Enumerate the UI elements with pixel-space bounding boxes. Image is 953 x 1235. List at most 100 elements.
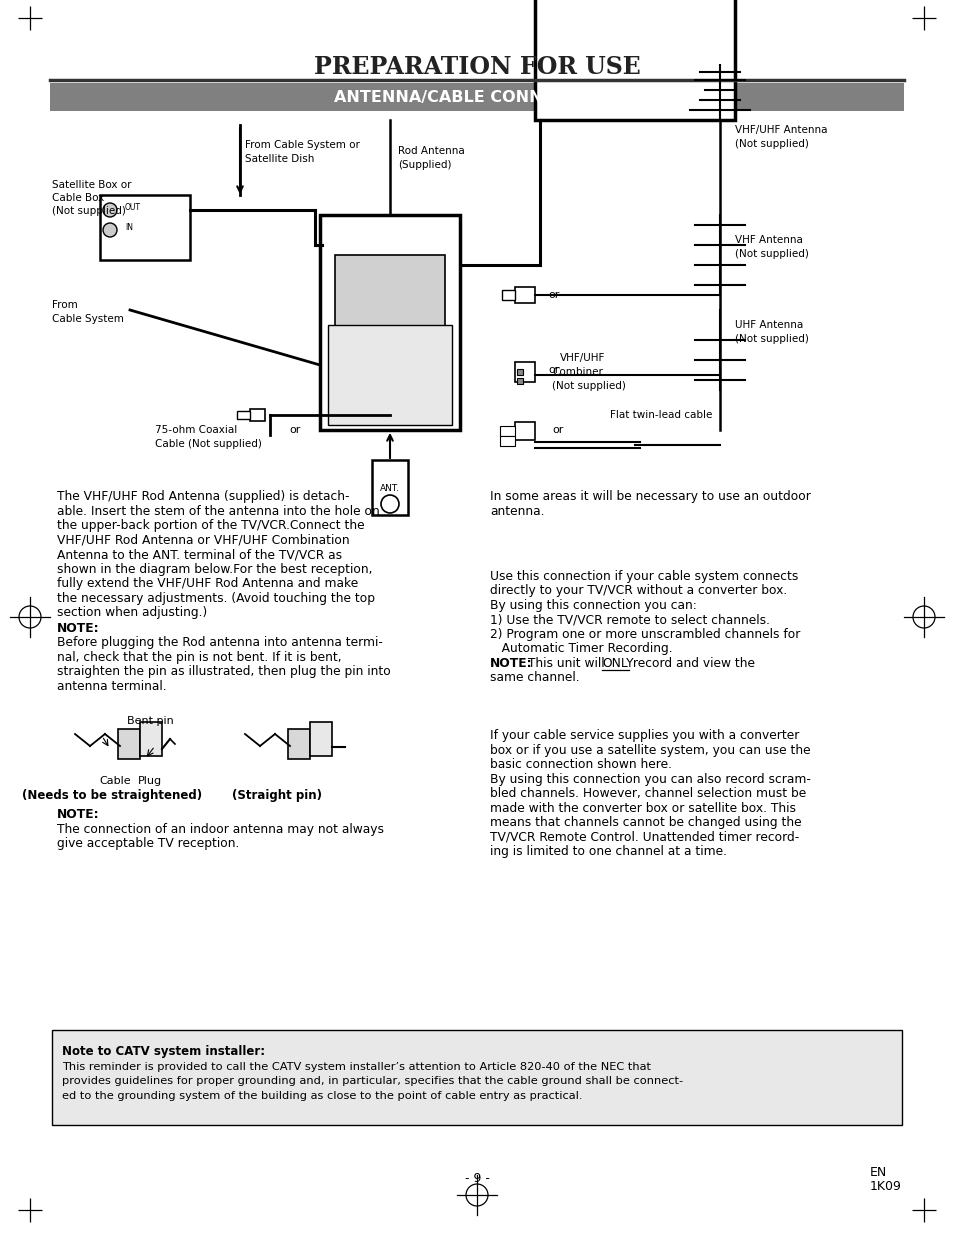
Text: - 9 -: - 9 -: [464, 1172, 489, 1184]
Text: Satellite Dish: Satellite Dish: [245, 154, 314, 164]
Text: same channel.: same channel.: [490, 672, 579, 684]
Text: 1) Use the TV/VCR remote to select channels.: 1) Use the TV/VCR remote to select chann…: [490, 614, 769, 626]
Bar: [515, 362, 535, 382]
Text: ONLY: ONLY: [601, 657, 633, 669]
Text: NOTE:: NOTE:: [57, 621, 99, 635]
Bar: [310, 722, 332, 756]
Text: By using this connection you can:: By using this connection you can:: [490, 599, 696, 611]
Text: UHF Antenna: UHF Antenna: [734, 320, 802, 330]
Text: (Not supplied): (Not supplied): [52, 206, 126, 216]
Circle shape: [103, 203, 117, 217]
Text: (Not supplied): (Not supplied): [734, 249, 808, 259]
Text: Cable System: Cable System: [52, 314, 124, 324]
Text: 2) Program one or more unscrambled channels for: 2) Program one or more unscrambled chann…: [490, 627, 800, 641]
Bar: [499, 436, 515, 446]
Bar: [100, 195, 190, 261]
Text: Satellite Box or: Satellite Box or: [52, 180, 132, 190]
Text: antenna terminal.: antenna terminal.: [57, 679, 167, 693]
Text: 1K09: 1K09: [869, 1179, 901, 1193]
Text: PREPARATION FOR USE: PREPARATION FOR USE: [314, 56, 639, 79]
Text: 75-ohm Coaxial: 75-ohm Coaxial: [154, 425, 237, 435]
Bar: [501, 290, 515, 300]
Bar: [236, 411, 250, 419]
Text: straighten the pin as illustrated, then plug the pin into: straighten the pin as illustrated, then …: [57, 664, 391, 678]
Text: ANT.: ANT.: [379, 483, 399, 493]
Bar: [288, 729, 310, 760]
Bar: [535, 0, 734, 120]
Text: fully extend the VHF/UHF Rod Antenna and make: fully extend the VHF/UHF Rod Antenna and…: [57, 577, 358, 590]
Bar: [52, 1030, 901, 1125]
Text: (Straight pin): (Straight pin): [232, 789, 322, 802]
Circle shape: [103, 224, 117, 237]
Bar: [250, 409, 265, 421]
Text: (Not supplied): (Not supplied): [734, 333, 808, 345]
Text: The connection of an indoor antenna may not always: The connection of an indoor antenna may …: [57, 823, 384, 836]
Bar: [50, 83, 903, 111]
Text: This unit will: This unit will: [523, 657, 608, 669]
Text: Antenna to the ANT. terminal of the TV/VCR as: Antenna to the ANT. terminal of the TV/V…: [57, 548, 342, 561]
Bar: [328, 325, 452, 425]
Text: ANTENNA/CABLE CONNECTIONS: ANTENNA/CABLE CONNECTIONS: [334, 89, 619, 105]
Text: record and view the: record and view the: [628, 657, 754, 669]
Text: ed to the grounding system of the building as close to the point of cable entry : ed to the grounding system of the buildi…: [62, 1091, 582, 1100]
Text: section when adjusting.): section when adjusting.): [57, 606, 207, 619]
Text: Plug: Plug: [138, 776, 162, 785]
Text: the necessary adjustments. (Avoid touching the top: the necessary adjustments. (Avoid touchi…: [57, 592, 375, 604]
Text: VHF/UHF Rod Antenna or VHF/UHF Combination: VHF/UHF Rod Antenna or VHF/UHF Combinati…: [57, 534, 349, 547]
Text: Use this connection if your cable system connects: Use this connection if your cable system…: [490, 569, 798, 583]
Bar: [517, 378, 522, 384]
Text: EN: EN: [869, 1166, 886, 1178]
Text: From Cable System or: From Cable System or: [245, 140, 359, 149]
Text: basic connection shown here.: basic connection shown here.: [490, 758, 671, 771]
Text: (Not supplied): (Not supplied): [734, 140, 808, 149]
Text: In some areas it will be necessary to use an outdoor: In some areas it will be necessary to us…: [490, 490, 810, 503]
Text: or: or: [552, 425, 563, 435]
Text: The VHF/UHF Rod Antenna (supplied) is detach-: The VHF/UHF Rod Antenna (supplied) is de…: [57, 490, 349, 503]
Text: give acceptable TV reception.: give acceptable TV reception.: [57, 837, 239, 851]
Bar: [515, 422, 535, 440]
Text: directly to your TV/VCR without a converter box.: directly to your TV/VCR without a conver…: [490, 584, 786, 598]
Text: or: or: [547, 366, 558, 375]
Text: Rod Antenna: Rod Antenna: [397, 146, 464, 156]
Text: Cable (Not supplied): Cable (Not supplied): [154, 438, 262, 450]
Text: able. Insert the stem of the antenna into the hole on: able. Insert the stem of the antenna int…: [57, 505, 379, 517]
Text: Cable Box: Cable Box: [52, 193, 104, 203]
Text: bled channels. However, channel selection must be: bled channels. However, channel selectio…: [490, 787, 805, 800]
Text: VHF/UHF Antenna: VHF/UHF Antenna: [734, 125, 826, 135]
Bar: [515, 287, 535, 303]
Text: IN: IN: [125, 222, 132, 231]
Text: nal, check that the pin is not bent. If it is bent,: nal, check that the pin is not bent. If …: [57, 651, 341, 663]
Text: VHF/UHF: VHF/UHF: [559, 353, 605, 363]
Text: NOTE:: NOTE:: [490, 657, 532, 669]
Bar: [372, 459, 408, 515]
Text: provides guidelines for proper grounding and, in particular, specifies that the : provides guidelines for proper grounding…: [62, 1077, 682, 1087]
Text: or: or: [547, 290, 558, 300]
Text: shown in the diagram below.For the best reception,: shown in the diagram below.For the best …: [57, 562, 372, 576]
Text: If your cable service supplies you with a converter: If your cable service supplies you with …: [490, 729, 799, 742]
Text: TV/VCR Remote Control. Unattended timer record-: TV/VCR Remote Control. Unattended timer …: [490, 831, 799, 844]
Text: Note to CATV system installer:: Note to CATV system installer:: [62, 1045, 265, 1058]
Text: NOTE:: NOTE:: [57, 809, 99, 821]
Text: (Needs to be straightened): (Needs to be straightened): [22, 789, 202, 802]
Bar: [319, 215, 459, 430]
Text: box or if you use a satellite system, you can use the: box or if you use a satellite system, yo…: [490, 743, 810, 757]
Bar: [335, 254, 444, 345]
Text: This reminder is provided to call the CATV system installer’s attention to Artic: This reminder is provided to call the CA…: [62, 1062, 650, 1072]
Text: Combiner: Combiner: [552, 367, 602, 377]
Bar: [499, 426, 515, 436]
Text: (Not supplied): (Not supplied): [552, 382, 625, 391]
Text: By using this connection you can also record scram-: By using this connection you can also re…: [490, 773, 810, 785]
Bar: [118, 729, 140, 760]
Text: means that channels cannot be changed using the: means that channels cannot be changed us…: [490, 816, 801, 829]
Text: Before plugging the Rod antenna into antenna termi-: Before plugging the Rod antenna into ant…: [57, 636, 382, 650]
Text: Automatic Timer Recording.: Automatic Timer Recording.: [490, 642, 672, 656]
Text: (Supplied): (Supplied): [397, 161, 451, 170]
Text: ing is limited to one channel at a time.: ing is limited to one channel at a time.: [490, 845, 726, 858]
Bar: [517, 369, 522, 375]
Text: From: From: [52, 300, 77, 310]
Text: made with the converter box or satellite box. This: made with the converter box or satellite…: [490, 802, 795, 815]
Text: OUT: OUT: [125, 203, 141, 211]
Text: Flat twin-lead cable: Flat twin-lead cable: [609, 410, 712, 420]
Text: VHF Antenna: VHF Antenna: [734, 235, 802, 245]
Text: antenna.: antenna.: [490, 505, 544, 517]
